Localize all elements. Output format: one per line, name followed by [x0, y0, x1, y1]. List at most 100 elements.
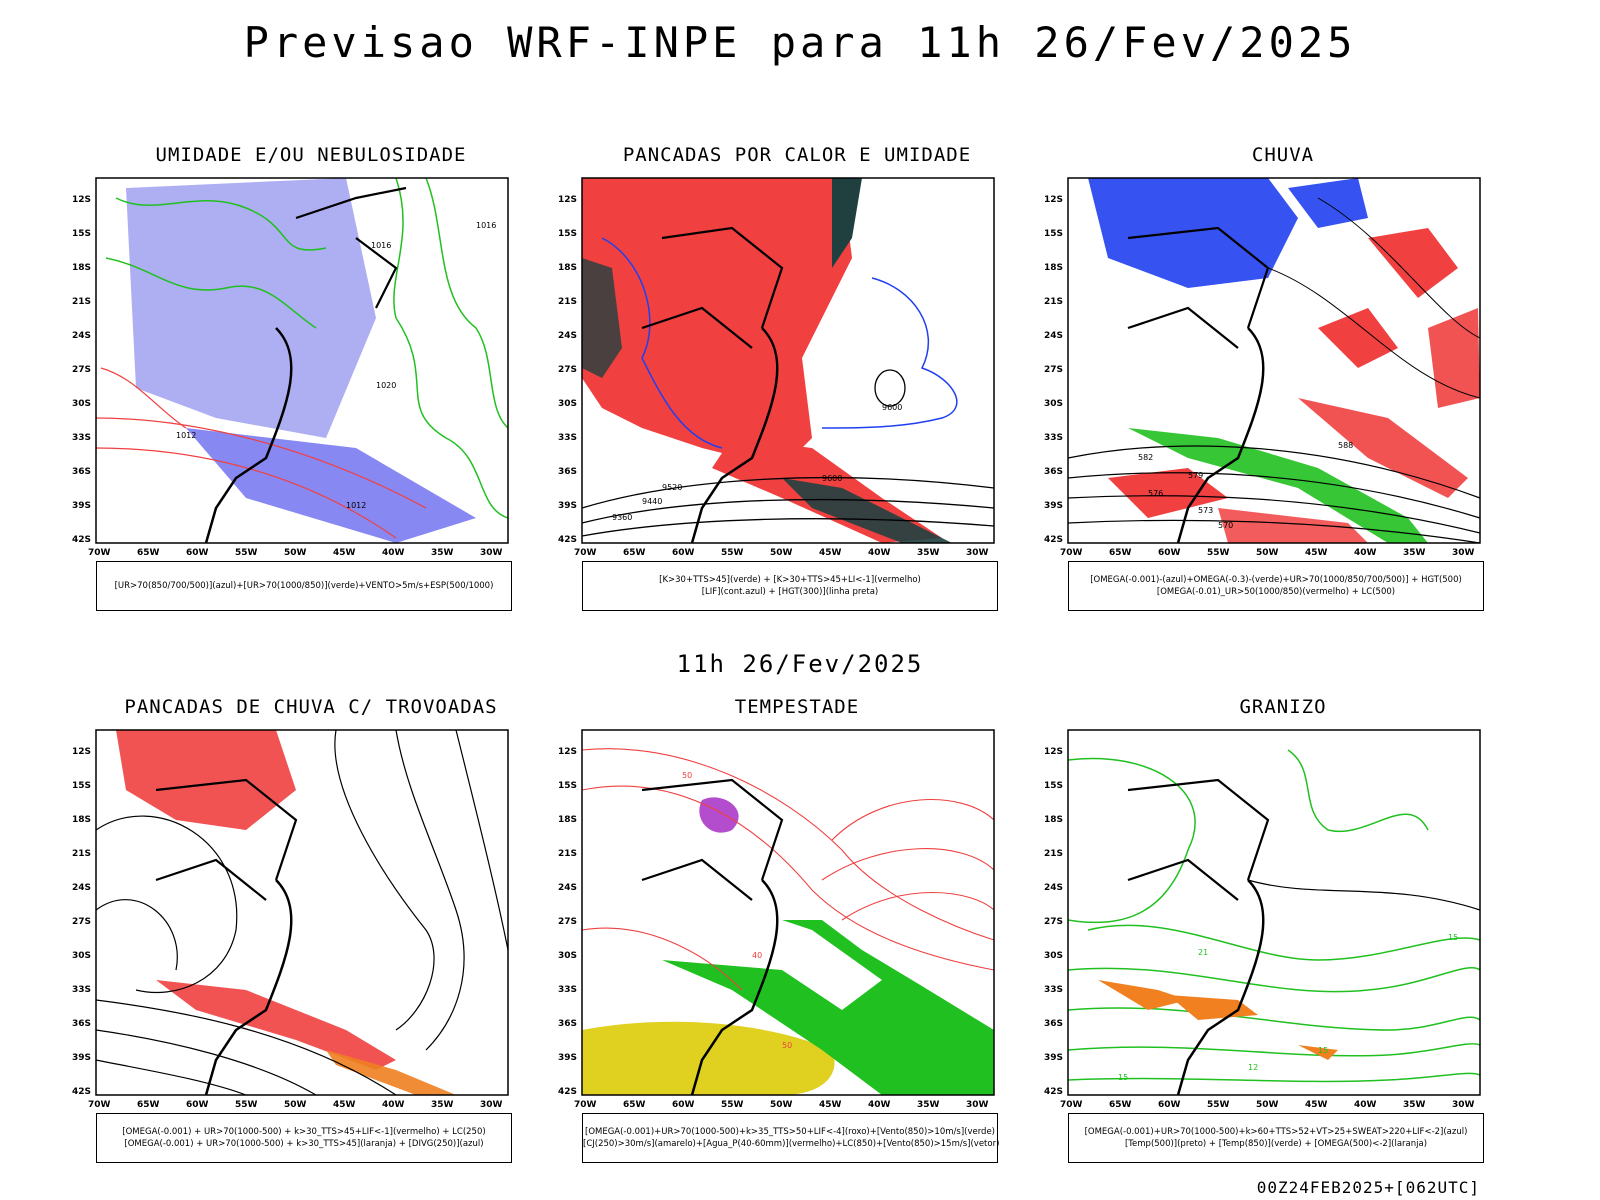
svg-text:12: 12: [1248, 1063, 1258, 1072]
svg-text:579: 579: [1188, 471, 1203, 480]
panel-title: PANCADAS DE CHUVA C/ TROVOADAS: [124, 696, 498, 718]
svg-text:15S: 15S: [558, 781, 577, 791]
svg-text:21S: 21S: [1044, 297, 1063, 307]
svg-text:21S: 21S: [1044, 849, 1063, 859]
svg-text:55W: 55W: [235, 1100, 258, 1110]
svg-text:9600: 9600: [822, 474, 842, 483]
svg-text:12S: 12S: [558, 195, 577, 205]
svg-text:1012: 1012: [346, 501, 366, 510]
lat-ticks: 12S 15S 18S 21S 24S 27S 30S 33S 36S 39S 42S: [558, 747, 577, 1097]
svg-text:70W: 70W: [1060, 1100, 1083, 1110]
svg-text:50W: 50W: [284, 548, 307, 558]
svg-text:35W: 35W: [1403, 548, 1426, 558]
svg-text:27S: 27S: [72, 365, 91, 375]
panel-title: PANCADAS POR CALOR E UMIDADE: [622, 144, 972, 166]
svg-text:30S: 30S: [72, 951, 91, 961]
panel-title: CHUVA: [1251, 144, 1315, 166]
svg-text:55W: 55W: [235, 548, 258, 558]
svg-text:50W: 50W: [284, 1100, 307, 1110]
svg-text:21S: 21S: [72, 849, 91, 859]
svg-text:35W: 35W: [1403, 1100, 1426, 1110]
svg-text:570: 570: [1218, 521, 1233, 530]
svg-text:12S: 12S: [72, 747, 91, 757]
svg-text:18S: 18S: [558, 263, 577, 273]
svg-text:42S: 42S: [1044, 1087, 1063, 1097]
svg-text:65W: 65W: [1109, 1100, 1132, 1110]
svg-text:27S: 27S: [558, 365, 577, 375]
svg-text:24S: 24S: [558, 331, 577, 341]
svg-text:1016: 1016: [371, 241, 391, 250]
svg-text:42S: 42S: [72, 535, 91, 545]
svg-text:45W: 45W: [819, 1100, 842, 1110]
svg-text:21S: 21S: [558, 849, 577, 859]
map-tempestade: 50 40 50 12S 15S 18S 21S 24S 27S 30S 33S 36S…: [558, 729, 995, 1110]
svg-text:40W: 40W: [868, 1100, 891, 1110]
main-title: Previsao WRF-INPE para 11h 26/Fev/2025: [243, 18, 1357, 67]
svg-text:30S: 30S: [72, 399, 91, 409]
svg-text:30W: 30W: [480, 1100, 503, 1110]
svg-text:30S: 30S: [558, 951, 577, 961]
svg-text:30W: 30W: [966, 1100, 989, 1110]
svg-text:30W: 30W: [480, 548, 503, 558]
panel-pancadas-calor: PANCADAS POR CALOR E UMIDADE 9600 9600 9…: [552, 144, 1042, 624]
svg-text:24S: 24S: [1044, 331, 1063, 341]
svg-text:15S: 15S: [72, 781, 91, 791]
svg-text:45W: 45W: [819, 548, 842, 558]
svg-text:1016: 1016: [476, 221, 496, 230]
mid-label: 11h 26/Fev/2025: [676, 650, 924, 678]
svg-text:42S: 42S: [72, 1087, 91, 1097]
svg-text:42S: 42S: [1044, 535, 1063, 545]
svg-text:30S: 30S: [1044, 399, 1063, 409]
svg-text:40W: 40W: [382, 1100, 405, 1110]
svg-text:21: 21: [1198, 948, 1208, 957]
coastline: [204, 327, 293, 544]
lat-ticks: 12S 15S 18S 21S 24S 27S 30S 33S 36S 39S 42S: [558, 195, 577, 545]
svg-text:12S: 12S: [1044, 195, 1063, 205]
svg-text:33S: 33S: [558, 433, 577, 443]
lon-ticks: 70W 65W 60W 55W 50W 45W 40W 35W 30W: [574, 548, 989, 558]
svg-text:65W: 65W: [1109, 548, 1132, 558]
svg-text:45W: 45W: [1305, 548, 1328, 558]
svg-text:18S: 18S: [558, 815, 577, 825]
run-timestamp: 00Z24FEB2025+[062UTC]: [1256, 1178, 1480, 1197]
svg-text:40W: 40W: [382, 548, 405, 558]
svg-text:39S: 39S: [558, 501, 577, 511]
svg-text:15: 15: [1448, 933, 1458, 942]
svg-text:15: 15: [1318, 1046, 1328, 1055]
svg-text:70W: 70W: [88, 548, 111, 558]
svg-text:33S: 33S: [558, 985, 577, 995]
svg-text:40: 40: [752, 951, 762, 960]
map-umidade: 1016 1016 1020 1012 1012 12S 15S 18S 21S 2…: [72, 177, 509, 558]
svg-text:50: 50: [682, 771, 692, 780]
svg-text:27S: 27S: [1044, 917, 1063, 927]
svg-text:40W: 40W: [1354, 1100, 1377, 1110]
panel-pancadas-trovoadas: PANCADAS DE CHUVA C/ TROVOADAS 12S 15S 18…: [66, 696, 556, 1176]
svg-text:12S: 12S: [72, 195, 91, 205]
lon-ticks: 70W 65W 60W 55W 50W 45W 40W 35W 30W: [1060, 548, 1475, 558]
svg-text:33S: 33S: [72, 985, 91, 995]
panel-chuva: CHUVA 582 579 576 573 570 588: [1038, 144, 1528, 624]
instability-red-area: [582, 178, 852, 468]
svg-text:65W: 65W: [137, 1100, 160, 1110]
panel-title: TEMPESTADE: [734, 696, 860, 718]
svg-text:40W: 40W: [868, 548, 891, 558]
svg-text:576: 576: [1148, 489, 1163, 498]
svg-text:15: 15: [1118, 1073, 1128, 1082]
svg-text:30W: 30W: [1452, 1100, 1475, 1110]
svg-text:39S: 39S: [1044, 501, 1063, 511]
svg-text:70W: 70W: [88, 1100, 111, 1110]
svg-text:12S: 12S: [558, 747, 577, 757]
svg-text:15S: 15S: [558, 229, 577, 239]
svg-text:30W: 30W: [966, 548, 989, 558]
legend-box: [OMEGA(-0.001)+UR>70(1000-500)+k>35_TTS>…: [582, 1113, 999, 1163]
lat-ticks: 12S 15S 18S 21S 24S 27S 30S 33S 36S 39S 42S: [72, 747, 91, 1097]
lon-ticks: 70W 65W 60W 55W 50W 45W 40W 35W 30W: [574, 1100, 989, 1110]
svg-text:55W: 55W: [721, 1100, 744, 1110]
svg-text:24S: 24S: [558, 883, 577, 893]
svg-text:36S: 36S: [558, 467, 577, 477]
svg-text:33S: 33S: [1044, 433, 1063, 443]
svg-text:60W: 60W: [672, 548, 695, 558]
legend-box: [OMEGA(-0.001)+UR>70(1000-500)+k>60+TTS>…: [1068, 1113, 1484, 1163]
svg-text:24S: 24S: [72, 883, 91, 893]
svg-text:18S: 18S: [72, 263, 91, 273]
